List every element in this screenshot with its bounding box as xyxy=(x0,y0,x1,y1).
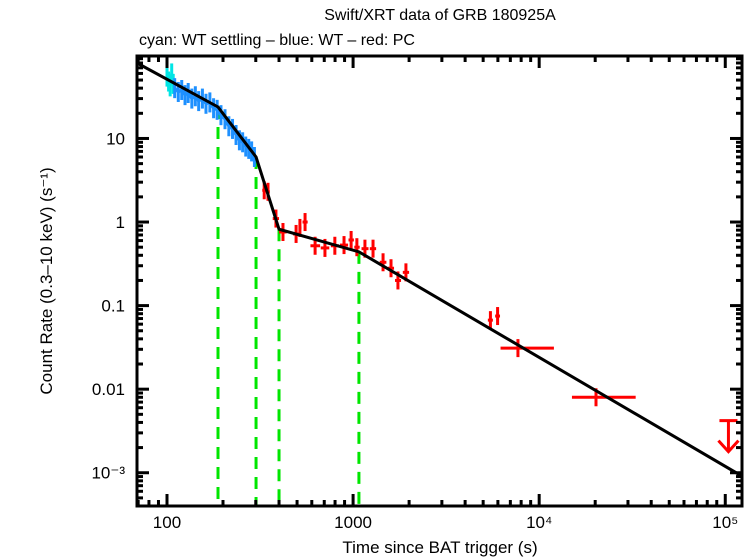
x-axis-label: Time since BAT trigger (s) xyxy=(342,538,537,557)
pc-data-point xyxy=(571,388,636,407)
pc-data-point xyxy=(379,253,387,272)
pc-data-point xyxy=(487,311,493,330)
x-tick-label: 10⁵ xyxy=(712,513,738,532)
axes: 100 1000 10⁴ 10⁵ 10 1 0.1 0.01 10⁻³ xyxy=(91,54,744,532)
y-tick-label: 10⁻³ xyxy=(91,464,125,483)
y-tick-label: 0.1 xyxy=(101,297,125,316)
pc-data-point xyxy=(339,236,349,255)
pc-data-point xyxy=(500,339,554,358)
y-tick-label: 1 xyxy=(116,213,125,232)
pc-upper-limit xyxy=(717,419,740,454)
chart-subtitle: cyan: WT settling – blue: WT – red: PC xyxy=(139,32,415,49)
x-tick-label: 1000 xyxy=(334,513,372,532)
wt-data-trace xyxy=(173,87,256,158)
pc-data-point xyxy=(302,213,308,232)
pc-data-point xyxy=(369,239,377,258)
chart-title: Swift/XRT data of GRB 180925A xyxy=(324,7,556,24)
y-tick-label: 0.01 xyxy=(92,380,125,399)
y-tick-label: 10 xyxy=(106,129,125,148)
y-axis-label: Count Rate (0.3–10 keV) (s⁻¹) xyxy=(37,167,56,394)
upper-limit-arrowhead xyxy=(717,439,740,454)
plot-area xyxy=(137,61,742,506)
fit-line xyxy=(137,61,742,478)
x-tick-label: 100 xyxy=(153,513,181,532)
pc-data-point xyxy=(348,230,354,249)
pc-data-point xyxy=(495,307,501,326)
x-tick-label: 10⁴ xyxy=(526,513,552,532)
pc-data-point xyxy=(354,238,360,257)
